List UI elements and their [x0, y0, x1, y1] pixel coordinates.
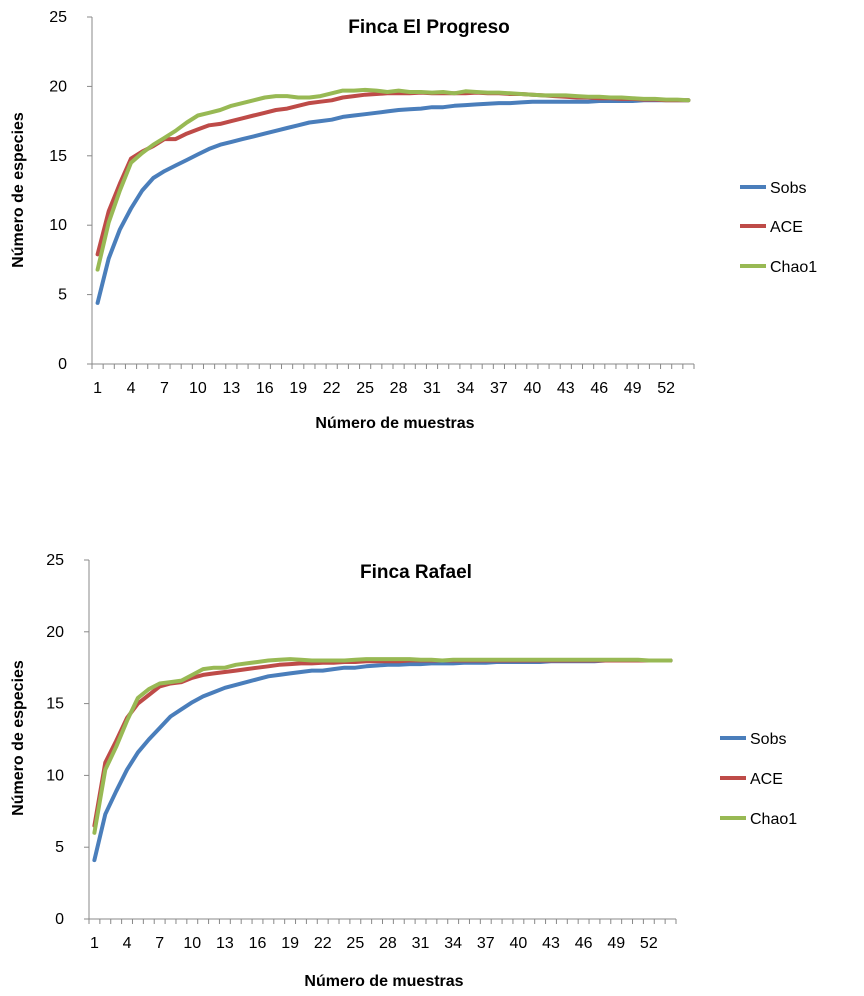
chart-title: Finca Rafael — [360, 562, 472, 583]
y-axis-label: Número de especies — [10, 660, 27, 816]
x-tick-label: 37 — [490, 380, 508, 397]
x-tick-label: 19 — [281, 935, 299, 952]
x-tick-label: 28 — [390, 380, 408, 397]
legend-label-sobs: Sobs — [750, 731, 786, 748]
legend-label-sobs: Sobs — [770, 180, 806, 197]
x-tick-label: 22 — [314, 935, 332, 952]
x-tick-label: 31 — [423, 380, 441, 397]
x-tick-label: 7 — [155, 935, 164, 952]
y-tick-label: 10 — [46, 767, 64, 784]
x-tick-label: 25 — [356, 380, 374, 397]
series-line-chao1 — [95, 87, 691, 272]
x-tick-label: 34 — [444, 935, 462, 952]
x-axis-label: Número de muestras — [304, 973, 463, 990]
legend: Sobs ACE Chao1 — [740, 180, 817, 276]
chart-finca-el-progreso: Finca El Progreso Número de especies Núm… — [10, 9, 817, 432]
legend-label-ace: ACE — [750, 771, 783, 788]
x-tick-label: 4 — [123, 935, 132, 952]
x-tick-label: 16 — [249, 935, 267, 952]
x-tick-label: 13 — [222, 380, 240, 397]
series-line-ace — [92, 658, 673, 828]
x-tick-label: 40 — [509, 935, 527, 952]
x-tick-label: 4 — [127, 380, 136, 397]
y-tick-label: 25 — [46, 552, 64, 569]
x-tick-label: 37 — [477, 935, 495, 952]
y-tick-label: 10 — [49, 217, 67, 234]
y-tick-label: 25 — [49, 9, 67, 26]
y-tick-label: 0 — [58, 356, 67, 373]
x-tick-label: 46 — [590, 380, 608, 397]
x-tick-label: 1 — [93, 380, 102, 397]
y-tick-label: 0 — [55, 911, 64, 928]
x-tick-label: 52 — [640, 935, 658, 952]
x-tick-label: 49 — [607, 935, 625, 952]
legend-label-ace: ACE — [770, 219, 803, 236]
legend-label-chao1: Chao1 — [750, 811, 797, 828]
series-line-chao1 — [92, 657, 673, 835]
legend-label-chao1: Chao1 — [770, 259, 817, 276]
y-tick-label: 15 — [46, 696, 64, 713]
y-axis-label: Número de especies — [10, 112, 27, 268]
series-line-sobs — [95, 98, 691, 305]
chart-title: Finca El Progreso — [348, 17, 510, 38]
x-tick-label: 52 — [657, 380, 675, 397]
x-tick-label: 16 — [256, 380, 274, 397]
y-tick-label: 5 — [55, 839, 64, 856]
y-tick-label: 15 — [49, 148, 67, 165]
x-tick-label: 31 — [412, 935, 430, 952]
y-tick-label: 5 — [58, 287, 67, 304]
x-tick-label: 13 — [216, 935, 234, 952]
x-tick-label: 43 — [557, 380, 575, 397]
y-tick-label: 20 — [49, 78, 67, 95]
x-tick-label: 40 — [523, 380, 541, 397]
y-tick-label: 20 — [46, 624, 64, 641]
x-tick-label: 43 — [542, 935, 560, 952]
x-tick-label: 10 — [183, 935, 201, 952]
x-tick-label: 28 — [379, 935, 397, 952]
chart-finca-rafael: Finca Rafael Número de especies Número d… — [10, 552, 797, 990]
x-axis-label: Número de muestras — [315, 415, 474, 432]
x-tick-label: 34 — [457, 380, 475, 397]
x-tick-label: 46 — [575, 935, 593, 952]
x-tick-label: 1 — [90, 935, 99, 952]
x-tick-label: 22 — [323, 380, 341, 397]
series-line-ace — [95, 90, 691, 257]
x-tick-label: 49 — [624, 380, 642, 397]
x-tick-label: 19 — [289, 380, 307, 397]
series-line-sobs — [92, 658, 673, 863]
x-tick-label: 10 — [189, 380, 207, 397]
x-tick-label: 7 — [160, 380, 169, 397]
legend: Sobs ACE Chao1 — [720, 731, 797, 828]
x-tick-label: 25 — [346, 935, 364, 952]
